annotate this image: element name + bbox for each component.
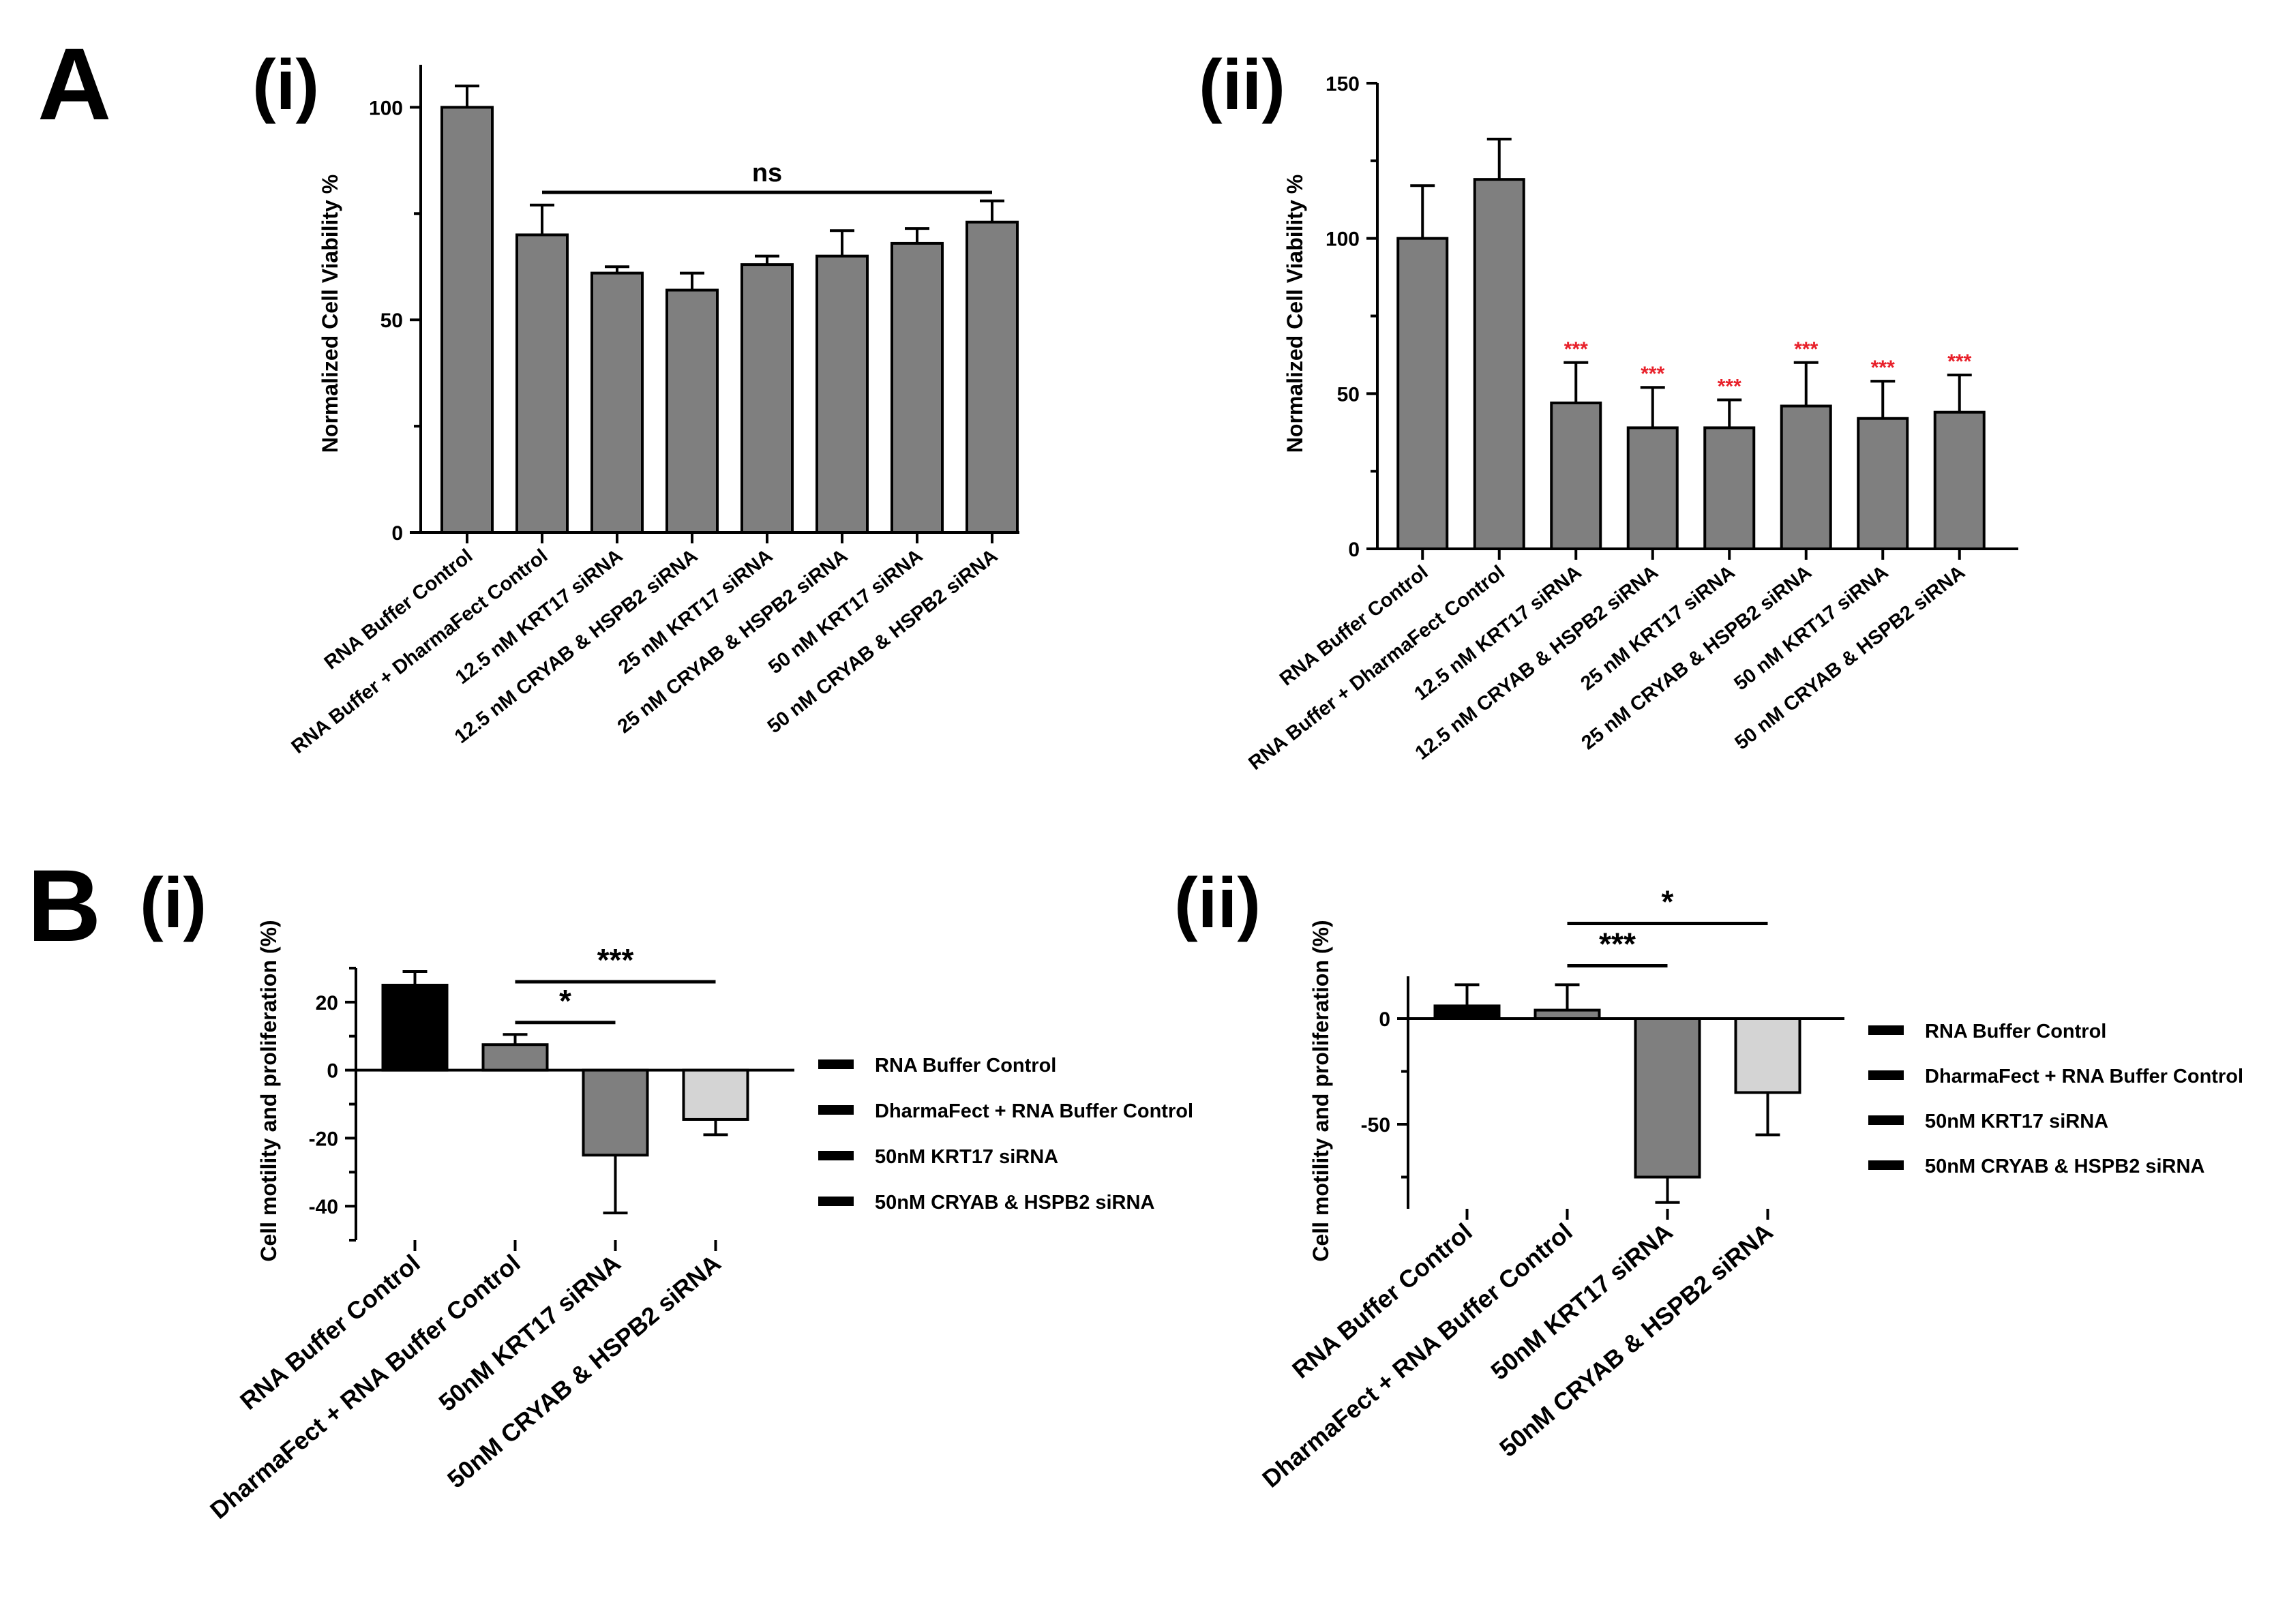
bar — [590, 271, 644, 534]
significance-star: *** — [1794, 338, 1818, 361]
legend-swatch — [1868, 1025, 1904, 1035]
bar — [1780, 404, 1832, 551]
y-tick-label: 0 — [391, 522, 403, 545]
y-tick-label: 0 — [1379, 1008, 1390, 1031]
bar — [891, 241, 944, 534]
bar — [381, 983, 449, 1072]
significance-label: * — [559, 983, 571, 1019]
y-axis-label: Cell motility and proliferation (%) — [256, 920, 281, 1261]
y-tick-label: -50 — [1361, 1114, 1390, 1137]
legend-label: 50nM KRT17 siRNA — [1925, 1111, 2108, 1132]
bar — [1396, 237, 1449, 550]
legend-label: 50nM CRYAB & HSPB2 siRNA — [1925, 1156, 2204, 1177]
category-label: 50nM KRT17 siRNA — [1485, 1218, 1677, 1385]
bar — [1857, 417, 1909, 551]
significance-label: ns — [752, 159, 782, 187]
significance-label: *** — [597, 942, 634, 978]
bar — [682, 1068, 749, 1121]
legend-swatch — [1868, 1160, 1904, 1170]
significance-label: *** — [1599, 927, 1636, 962]
y-tick-label: 0 — [327, 1060, 338, 1083]
y-tick-label: -20 — [309, 1128, 338, 1150]
bar — [665, 288, 719, 534]
y-tick-label: 50 — [1337, 383, 1360, 406]
legend-label: DharmaFect + RNA Buffer Control — [1925, 1066, 2243, 1087]
panel-letter: B — [27, 848, 101, 963]
bar — [515, 233, 569, 534]
bar — [440, 106, 494, 534]
category-label: RNA Buffer Control — [235, 1249, 425, 1415]
bar — [1473, 178, 1525, 550]
chart-A-ii: (ii) 0 50 100 150 Normalized Cell Viability %… — [1199, 46, 2018, 775]
y-tick-label: 0 — [1348, 539, 1360, 561]
bar — [1634, 1017, 1701, 1179]
legend-swatch — [818, 1105, 854, 1115]
category-label: 50nM KRT17 siRNA — [433, 1249, 625, 1417]
bar — [1626, 426, 1679, 550]
significance-star: *** — [1641, 363, 1664, 385]
bar — [481, 1043, 549, 1072]
significance-star: *** — [1718, 375, 1741, 397]
significance-star: *** — [1564, 338, 1588, 361]
bar — [1534, 1008, 1601, 1020]
legend-label: RNA Buffer Control — [875, 1055, 1056, 1077]
y-tick-label: 100 — [1326, 228, 1360, 251]
bar — [582, 1068, 649, 1157]
panel-sublabel: (i) — [252, 46, 319, 125]
bar — [740, 263, 794, 534]
panel-sublabel: (ii) — [1174, 864, 1261, 943]
legend-swatch — [818, 1151, 854, 1160]
legend-label: 50nM CRYAB & HSPB2 siRNA — [875, 1192, 1154, 1214]
bar — [1433, 1004, 1501, 1021]
bar — [1933, 410, 1986, 550]
category-label: RNA Buffer Control — [1276, 561, 1433, 690]
significance-star: *** — [1871, 357, 1895, 379]
legend-swatch — [1868, 1115, 1904, 1125]
panel-sublabel: (i) — [140, 864, 207, 943]
y-axis-label: Cell motility and proliferation (%) — [1308, 920, 1333, 1261]
significance-label: * — [1662, 884, 1674, 920]
bar — [816, 254, 869, 534]
y-axis-label: Normalized Cell Viability % — [318, 175, 342, 453]
bar — [1734, 1017, 1801, 1094]
y-tick-label: -40 — [309, 1196, 338, 1218]
legend-label: DharmaFect + RNA Buffer Control — [875, 1100, 1193, 1122]
legend-swatch — [818, 1197, 854, 1206]
y-tick-label: 100 — [369, 97, 403, 119]
significance-star: *** — [1947, 350, 1971, 373]
legend-label: 50nM KRT17 siRNA — [875, 1146, 1058, 1168]
legend-swatch — [1868, 1070, 1904, 1080]
legend-swatch — [818, 1059, 854, 1069]
bar — [1703, 426, 1756, 550]
panel-sublabel: (ii) — [1199, 46, 1285, 125]
y-axis-label: Normalized Cell Viability % — [1283, 175, 1307, 453]
y-tick-label: 50 — [380, 310, 403, 332]
y-tick-label: 150 — [1326, 73, 1360, 95]
bar — [966, 220, 1019, 534]
chart-B-i: B (i) -40 -20 0 20 Cell motility and prolifera… — [27, 848, 1193, 1524]
panel-letter: A — [38, 27, 111, 141]
y-tick-label: 20 — [316, 992, 338, 1014]
chart-B-ii: (ii) -50 0 Cell motility and proliferation … — [1174, 864, 2243, 1493]
bar — [1550, 401, 1602, 551]
legend-label: RNA Buffer Control — [1925, 1021, 2106, 1042]
